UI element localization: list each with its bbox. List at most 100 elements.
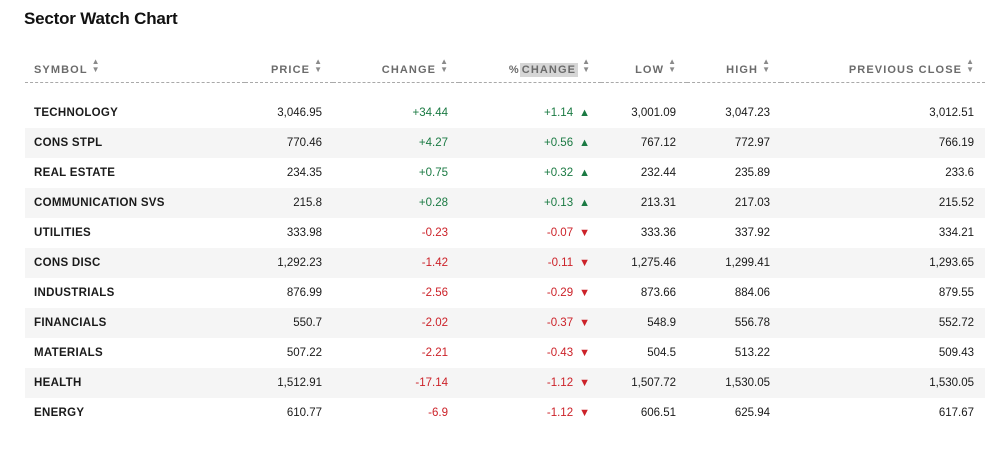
table-spacer — [25, 82, 985, 98]
table-row[interactable]: MATERIALS 507.22 -2.21 -0.43 ▼ 504.5 513.22 509… — [25, 338, 985, 368]
table-row[interactable]: COMMUNICATION SVS 215.8 +0.28 +0.13 ▲ 213.31 2… — [25, 188, 985, 218]
sort-arrows-icon[interactable]: ▲ ▼ — [966, 57, 974, 74]
column-header-symbol[interactable]: SYMBOL▲ ▼ — [25, 52, 245, 83]
row-change: -2.56 — [333, 278, 459, 308]
row-previous-close: 509.43 — [781, 338, 985, 368]
row-change: -0.23 — [333, 218, 459, 248]
column-header-price[interactable]: PRICE▲ ▼ — [245, 52, 333, 83]
row-price: 550.7 — [245, 308, 333, 338]
row-previous-close: 766.19 — [781, 128, 985, 158]
row-symbol[interactable]: COMMUNICATION SVS — [25, 188, 245, 218]
row-symbol[interactable]: CONS STPL — [25, 128, 245, 158]
row-high: 772.97 — [687, 128, 781, 158]
row-low: 3,001.09 — [601, 98, 687, 128]
row-pct-change-cell: +1.14 ▲ — [459, 98, 601, 128]
row-low: 767.12 — [601, 128, 687, 158]
row-symbol[interactable]: INDUSTRIALS — [25, 278, 245, 308]
row-low: 1,275.46 — [601, 248, 687, 278]
row-price: 1,292.23 — [245, 248, 333, 278]
row-pct-change-cell: -0.29 ▼ — [459, 278, 601, 308]
row-previous-close: 3,012.51 — [781, 98, 985, 128]
row-symbol[interactable]: FINANCIALS — [25, 308, 245, 338]
row-change: -17.14 — [333, 368, 459, 398]
row-previous-close: 879.55 — [781, 278, 985, 308]
row-symbol[interactable]: UTILITIES — [25, 218, 245, 248]
row-price: 1,512.91 — [245, 368, 333, 398]
triangle-up-icon: ▲ — [579, 137, 590, 149]
row-change: +4.27 — [333, 128, 459, 158]
triangle-down-icon: ▼ — [579, 227, 590, 239]
row-previous-close: 215.52 — [781, 188, 985, 218]
triangle-down-icon: ▼ — [579, 287, 590, 299]
table-row[interactable]: CONS DISC 1,292.23 -1.42 -0.11 ▼ 1,275.46 1,29… — [25, 248, 985, 278]
row-low: 873.66 — [601, 278, 687, 308]
sort-arrows-icon[interactable]: ▲ ▼ — [582, 57, 590, 74]
table-row[interactable]: ENERGY 610.77 -6.9 -1.12 ▼ 606.51 625.94 617.67 — [25, 398, 985, 428]
table-row[interactable]: CONS STPL 770.46 +4.27 +0.56 ▲ 767.12 772.97 76… — [25, 128, 985, 158]
column-header-change[interactable]: CHANGE▲ ▼ — [333, 52, 459, 83]
row-low: 504.5 — [601, 338, 687, 368]
table-row[interactable]: HEALTH 1,512.91 -17.14 -1.12 ▼ 1,507.72 1,530.… — [25, 368, 985, 398]
row-change: +0.75 — [333, 158, 459, 188]
column-header-pct-prefix: % — [508, 64, 520, 76]
table-row[interactable]: REAL ESTATE 234.35 +0.75 +0.32 ▲ 232.44 235.89… — [25, 158, 985, 188]
row-low: 333.36 — [601, 218, 687, 248]
sort-arrows-icon[interactable]: ▲ ▼ — [440, 57, 448, 74]
row-low: 232.44 — [601, 158, 687, 188]
row-pct-change: -0.43 — [546, 347, 574, 359]
row-pct-change-cell: -0.11 ▼ — [459, 248, 601, 278]
row-low: 213.31 — [601, 188, 687, 218]
row-symbol[interactable]: ENERGY — [25, 398, 245, 428]
row-symbol[interactable]: HEALTH — [25, 368, 245, 398]
row-high: 884.06 — [687, 278, 781, 308]
row-pct-change-cell: +0.32 ▲ — [459, 158, 601, 188]
row-pct-change-cell: +0.56 ▲ — [459, 128, 601, 158]
row-price: 333.98 — [245, 218, 333, 248]
row-change: -2.02 — [333, 308, 459, 338]
triangle-up-icon: ▲ — [579, 167, 590, 179]
row-price: 234.35 — [245, 158, 333, 188]
row-change: +0.28 — [333, 188, 459, 218]
row-price: 215.8 — [245, 188, 333, 218]
row-symbol[interactable]: TECHNOLOGY — [25, 98, 245, 128]
column-header-low[interactable]: LOW▲ ▼ — [601, 52, 687, 83]
table-row[interactable]: UTILITIES 333.98 -0.23 -0.07 ▼ 333.36 337.92 33… — [25, 218, 985, 248]
row-change: -6.9 — [333, 398, 459, 428]
triangle-down-icon: ▼ — [579, 407, 590, 419]
row-pct-change: +1.14 — [544, 107, 574, 119]
column-header-high[interactable]: HIGH▲ ▼ — [687, 52, 781, 83]
triangle-up-icon: ▲ — [579, 107, 590, 119]
table-row[interactable]: TECHNOLOGY 3,046.95 +34.44 +1.14 ▲ 3,001.09 3,… — [25, 98, 985, 128]
sort-arrows-icon[interactable]: ▲ ▼ — [91, 57, 100, 74]
row-price: 3,046.95 — [245, 98, 333, 128]
row-symbol[interactable]: CONS DISC — [25, 248, 245, 278]
row-change: -2.21 — [333, 338, 459, 368]
row-low: 606.51 — [601, 398, 687, 428]
column-header-pct-change[interactable]: % CHANGE▲ ▼ — [459, 52, 601, 83]
column-header-high-label: HIGH — [726, 64, 759, 76]
column-header-low-label: LOW — [635, 64, 665, 76]
row-price: 507.22 — [245, 338, 333, 368]
sort-arrows-icon[interactable]: ▲ ▼ — [668, 57, 676, 74]
row-symbol[interactable]: REAL ESTATE — [25, 158, 245, 188]
row-previous-close: 617.67 — [781, 398, 985, 428]
table-row[interactable]: INDUSTRIALS 876.99 -2.56 -0.29 ▼ 873.66 884.06… — [25, 278, 985, 308]
row-symbol[interactable]: MATERIALS — [25, 338, 245, 368]
column-header-previous-close[interactable]: PREVIOUS CLOSE▲ ▼ — [781, 52, 985, 83]
sort-arrows-icon[interactable]: ▲ ▼ — [762, 57, 770, 74]
row-pct-change: -0.37 — [546, 317, 574, 329]
sort-arrows-icon[interactable]: ▲ ▼ — [314, 57, 322, 74]
row-pct-change: -1.12 — [546, 407, 574, 419]
sector-table: SYMBOL▲ ▼ PRICE▲ ▼ CHANGE▲ ▼ % CHANGE▲ ▼ LOW▲… — [25, 52, 985, 428]
column-header-previous-close-label: PREVIOUS CLOSE — [848, 64, 963, 76]
row-high: 1,530.05 — [687, 368, 781, 398]
row-pct-change-cell: -0.37 ▼ — [459, 308, 601, 338]
row-high: 513.22 — [687, 338, 781, 368]
row-pct-change-cell: +0.13 ▲ — [459, 188, 601, 218]
row-pct-change-cell: -1.12 ▼ — [459, 398, 601, 428]
row-low: 1,507.72 — [601, 368, 687, 398]
row-price: 610.77 — [245, 398, 333, 428]
table-row[interactable]: FINANCIALS 550.7 -2.02 -0.37 ▼ 548.9 556.78 552… — [25, 308, 985, 338]
triangle-down-icon: ▼ — [579, 317, 590, 329]
